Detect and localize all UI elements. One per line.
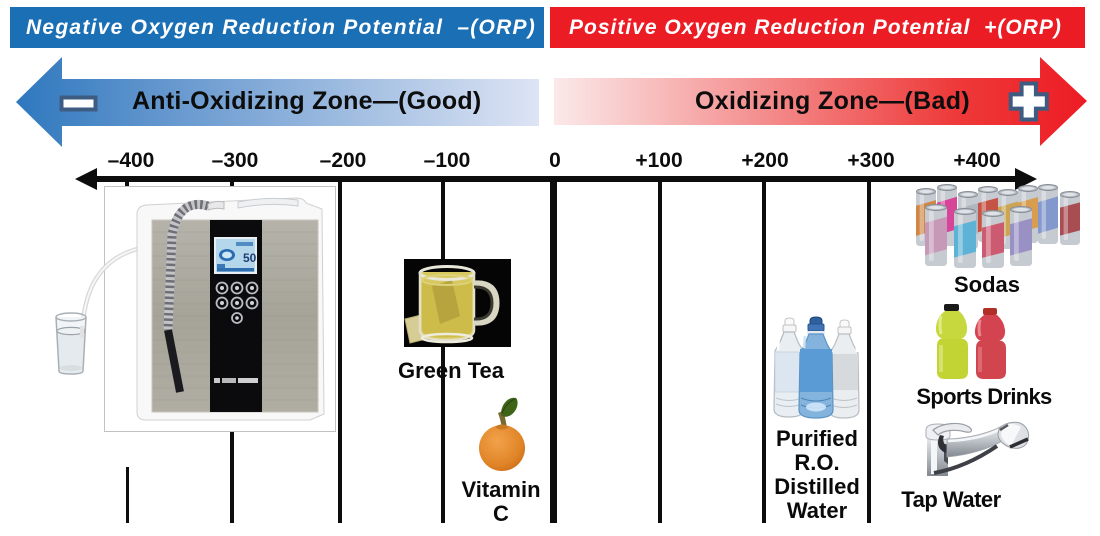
svg-text:50: 50 <box>243 251 257 265</box>
